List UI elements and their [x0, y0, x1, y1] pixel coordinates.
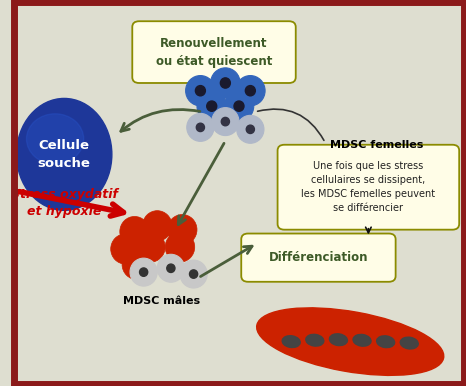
- Ellipse shape: [236, 76, 265, 106]
- Ellipse shape: [246, 125, 254, 134]
- Ellipse shape: [224, 91, 254, 121]
- Ellipse shape: [306, 334, 324, 346]
- Ellipse shape: [120, 217, 149, 247]
- FancyBboxPatch shape: [132, 21, 296, 83]
- Ellipse shape: [185, 76, 215, 106]
- Ellipse shape: [329, 334, 348, 345]
- Ellipse shape: [282, 336, 300, 347]
- Ellipse shape: [211, 68, 240, 98]
- Text: MDSC femelles: MDSC femelles: [330, 140, 423, 150]
- Ellipse shape: [165, 232, 195, 262]
- Ellipse shape: [122, 249, 151, 279]
- Ellipse shape: [221, 117, 229, 126]
- Text: Une fois que les stress
cellulaires se dissipent,
les MDSC femelles peuvent
se d: Une fois que les stress cellulaires se d…: [302, 161, 435, 213]
- Ellipse shape: [353, 334, 371, 346]
- Ellipse shape: [136, 232, 165, 262]
- Ellipse shape: [220, 78, 230, 88]
- Ellipse shape: [130, 258, 157, 286]
- Ellipse shape: [167, 264, 175, 273]
- Ellipse shape: [197, 91, 226, 121]
- Text: Stress oxydatif
et hypoxie: Stress oxydatif et hypoxie: [11, 188, 118, 218]
- Text: MDSC mâles: MDSC mâles: [123, 296, 200, 306]
- Ellipse shape: [190, 270, 198, 278]
- Ellipse shape: [196, 123, 205, 132]
- Ellipse shape: [187, 113, 214, 141]
- Ellipse shape: [195, 86, 206, 96]
- FancyBboxPatch shape: [241, 234, 396, 282]
- Ellipse shape: [143, 211, 172, 241]
- Ellipse shape: [167, 215, 197, 245]
- Ellipse shape: [400, 337, 418, 349]
- FancyBboxPatch shape: [278, 145, 459, 230]
- Text: Cellule
souche: Cellule souche: [38, 139, 90, 170]
- Ellipse shape: [237, 115, 264, 143]
- Ellipse shape: [157, 254, 185, 282]
- Ellipse shape: [111, 234, 140, 264]
- Ellipse shape: [245, 86, 255, 96]
- Text: Différenciation: Différenciation: [269, 251, 368, 264]
- Ellipse shape: [180, 260, 207, 288]
- Ellipse shape: [27, 114, 84, 164]
- Ellipse shape: [207, 101, 217, 111]
- Ellipse shape: [139, 268, 148, 276]
- Ellipse shape: [257, 308, 444, 375]
- Text: Renouvellement
ou état quiescent: Renouvellement ou état quiescent: [156, 37, 272, 68]
- Ellipse shape: [234, 101, 244, 111]
- Ellipse shape: [377, 336, 395, 348]
- Ellipse shape: [16, 98, 112, 210]
- Ellipse shape: [212, 108, 239, 135]
